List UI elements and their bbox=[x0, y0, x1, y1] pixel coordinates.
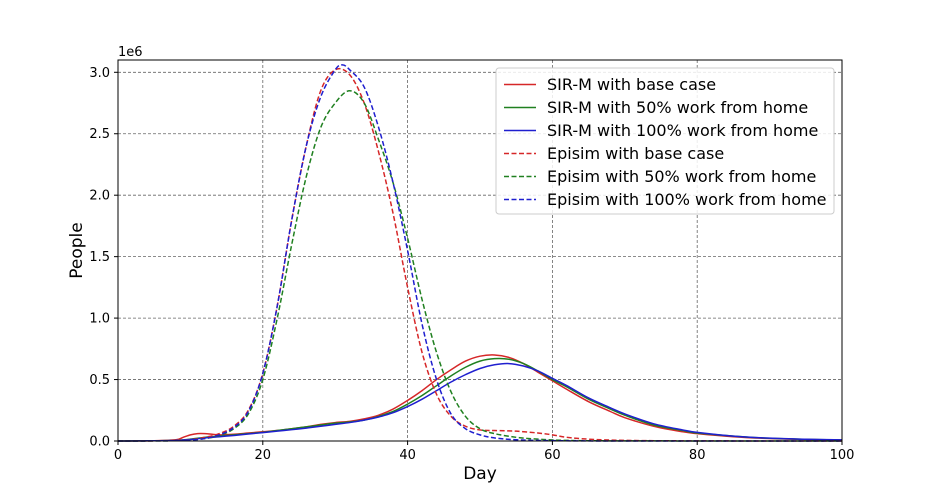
series-line-sir-m-with-100-work-from-home bbox=[117, 362, 843, 442]
series-line-sir-m-with-base-case bbox=[117, 354, 843, 442]
legend-box bbox=[495, 67, 835, 215]
legend-label: SIR-M with 50% work from home bbox=[547, 98, 808, 117]
plot-frame bbox=[117, 59, 843, 442]
x-tick-label: 40 bbox=[399, 448, 416, 463]
y-axis-label: People bbox=[67, 222, 87, 278]
legend-label: SIR-M with 100% work from home bbox=[547, 121, 818, 140]
y-tick-label: 1.0 bbox=[89, 312, 110, 327]
legend-label: Episim with 50% work from home bbox=[547, 167, 816, 186]
y-tick-label: 1.5 bbox=[89, 250, 110, 265]
y-tick-label: 0.0 bbox=[89, 435, 110, 450]
y-tick-label: 0.5 bbox=[89, 373, 110, 388]
legend-label: SIR-M with base case bbox=[547, 75, 716, 94]
series-lines bbox=[117, 64, 843, 442]
legend-label: Episim with 100% work from home bbox=[547, 190, 827, 209]
y-axis-offset-label: 1e6 bbox=[118, 45, 143, 60]
series-line-episim-with-base-case bbox=[117, 67, 843, 442]
y-tick-label: 2.0 bbox=[89, 189, 110, 204]
y-tick-label: 2.5 bbox=[89, 127, 110, 142]
axis-ticks: 0 20 40 60 80 100 0.0 0.5 1.0 1.5 2.0 2.5 3.0 bbox=[89, 66, 854, 463]
x-tick-label: 60 bbox=[544, 448, 561, 463]
x-tick-label: 80 bbox=[689, 448, 706, 463]
series-line-episim-with-100-work-from-home bbox=[117, 64, 842, 442]
y-tick-label: 3.0 bbox=[89, 66, 110, 81]
x-tick-label: 0 bbox=[114, 448, 122, 463]
legend: SIR-M with base case SIR-M with 50% work … bbox=[495, 67, 835, 215]
legend-label: Episim with base case bbox=[547, 144, 724, 163]
x-tick-label: 20 bbox=[255, 448, 272, 463]
x-axis-label: Day bbox=[463, 464, 497, 484]
x-tick-label: 100 bbox=[830, 448, 855, 463]
